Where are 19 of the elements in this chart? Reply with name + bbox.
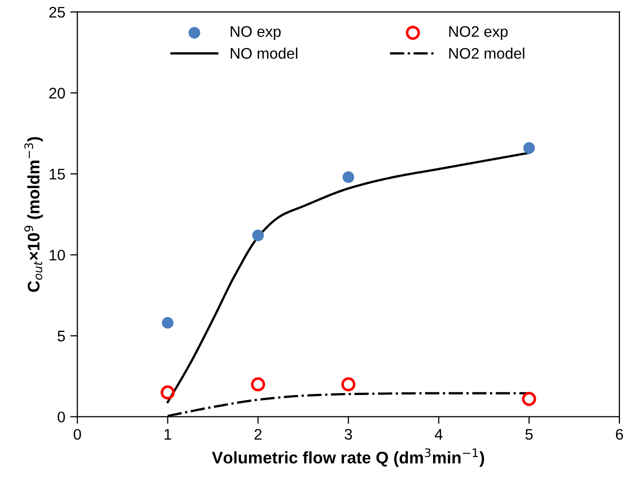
x-tick-label: 5 <box>525 429 533 440</box>
x-tick-label: 6 <box>616 428 623 440</box>
y-tick-label: 25 <box>49 6 65 18</box>
y-tick-label: 0 <box>58 412 65 422</box>
legend-label: NO2 model <box>449 48 524 59</box>
y-axis-title: C$_{out}$×10$^{9}$ (moldm$^{−3}$) <box>24 137 43 292</box>
x-axis-title: Volumetric flow rate Q (dm$^{3}$min$^{−1}$) <box>212 448 484 467</box>
legend-label: NO2 exp <box>449 26 508 40</box>
x-tick-label: 2 <box>254 428 262 440</box>
y-tick-label: 15 <box>50 168 65 180</box>
legend-label: NO model <box>230 48 298 59</box>
y-tick-label: 5 <box>58 330 65 342</box>
x-tick-label: 3 <box>344 428 352 440</box>
legend-label: NO exp <box>230 26 281 40</box>
y-tick-label: 20 <box>49 88 65 99</box>
x-tick-label: 1 <box>164 429 172 440</box>
x-tick-label: 0 <box>74 428 81 440</box>
x-tick-label: 4 <box>434 429 443 440</box>
y-tick-label: 10 <box>50 250 65 261</box>
